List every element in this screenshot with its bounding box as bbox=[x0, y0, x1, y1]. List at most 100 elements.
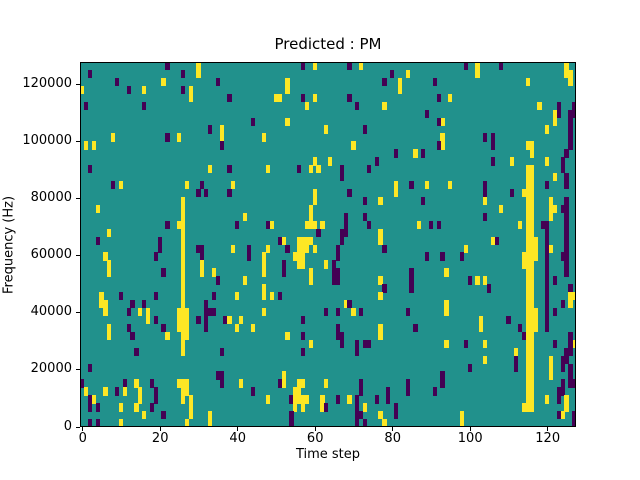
heatmap-cell bbox=[180, 379, 186, 388]
y-tick-label: 60000 bbox=[30, 247, 72, 263]
heatmap-cell bbox=[529, 347, 534, 356]
heatmap-cell bbox=[537, 101, 542, 110]
heatmap-cell bbox=[180, 284, 186, 293]
heatmap-cell bbox=[560, 252, 565, 261]
heatmap-cell bbox=[545, 292, 550, 301]
heatmap-cell bbox=[161, 411, 166, 420]
heatmap-cell bbox=[231, 244, 236, 253]
heatmap-cell bbox=[475, 62, 480, 71]
heatmap-cell bbox=[304, 101, 310, 110]
x-tick-label: 60 bbox=[306, 431, 324, 446]
heatmap-cell bbox=[564, 244, 569, 253]
heatmap-cell bbox=[545, 307, 550, 317]
heatmap-cell bbox=[568, 284, 573, 293]
y-tick-label: 0 bbox=[63, 418, 72, 434]
heatmap-cell bbox=[572, 379, 576, 388]
heatmap-cell bbox=[176, 323, 182, 333]
heatmap-cell bbox=[339, 236, 344, 245]
heatmap-cell bbox=[277, 379, 282, 388]
heatmap-cell bbox=[118, 181, 124, 190]
heatmap-cell bbox=[103, 387, 108, 396]
heatmap-cell bbox=[568, 300, 573, 309]
heatmap-cell bbox=[362, 339, 368, 349]
heatmap-cell bbox=[386, 395, 391, 404]
heatmap-cell bbox=[114, 77, 120, 87]
heatmap-cell bbox=[436, 117, 441, 126]
heatmap-cell bbox=[180, 260, 186, 269]
heatmap-cell bbox=[320, 395, 325, 404]
heatmap-cell bbox=[529, 252, 534, 261]
heatmap-cell bbox=[564, 212, 569, 222]
heatmap-cell bbox=[424, 252, 430, 261]
heatmap-cell bbox=[568, 371, 573, 380]
heatmap-cell bbox=[142, 300, 147, 309]
heatmap-cell bbox=[529, 204, 534, 214]
heatmap-cell bbox=[231, 181, 236, 190]
heatmap-cell bbox=[289, 419, 294, 427]
heatmap-cell bbox=[180, 204, 186, 214]
heatmap-cell bbox=[463, 62, 468, 71]
heatmap-cell bbox=[548, 196, 554, 206]
heatmap-cell bbox=[320, 220, 325, 230]
heatmap-cell bbox=[424, 109, 430, 118]
heatmap-cell bbox=[486, 284, 492, 293]
heatmap-cell bbox=[238, 315, 244, 325]
heatmap-cell bbox=[525, 300, 530, 309]
heatmap-cell bbox=[95, 419, 100, 427]
heatmap-cell bbox=[297, 252, 302, 261]
heatmap-cell bbox=[343, 220, 348, 230]
heatmap-cell bbox=[545, 244, 550, 253]
heatmap-cell bbox=[568, 331, 573, 341]
heatmap-cell bbox=[145, 307, 151, 317]
heatmap-cell bbox=[483, 196, 488, 206]
heatmap-cell bbox=[521, 331, 527, 341]
heatmap-cell bbox=[545, 323, 550, 333]
heatmap-cell bbox=[180, 212, 186, 222]
heatmap-cell bbox=[300, 331, 306, 341]
heatmap-cell bbox=[227, 188, 232, 198]
x-tick-mark bbox=[392, 427, 394, 431]
heatmap-cell bbox=[409, 284, 414, 293]
heatmap-cell bbox=[545, 220, 550, 230]
heatmap-cell bbox=[514, 347, 519, 356]
heatmap-cell bbox=[529, 284, 534, 293]
heatmap-cell bbox=[545, 252, 550, 261]
heatmap-cell bbox=[142, 85, 147, 95]
heatmap-cell bbox=[300, 93, 306, 103]
heatmap-cell bbox=[95, 403, 100, 412]
heatmap-cell bbox=[165, 62, 170, 71]
heatmap-cell bbox=[529, 387, 534, 396]
heatmap-cell bbox=[335, 244, 341, 253]
heatmap-cell bbox=[440, 252, 445, 261]
heatmap-cell bbox=[533, 307, 538, 317]
heatmap-cell bbox=[525, 77, 530, 87]
heatmap-cell bbox=[440, 141, 445, 150]
heatmap-cell bbox=[564, 252, 569, 261]
heatmap-cell bbox=[196, 188, 201, 198]
heatmap-cell bbox=[188, 411, 193, 420]
heatmap-cell bbox=[529, 141, 534, 150]
heatmap-cell bbox=[184, 379, 189, 388]
heatmap-cell bbox=[308, 212, 313, 222]
heatmap-cell bbox=[308, 220, 313, 230]
heatmap-cell bbox=[180, 220, 186, 230]
heatmap-cell bbox=[564, 69, 569, 79]
heatmap-cell bbox=[355, 101, 360, 110]
x-tick-mark bbox=[469, 427, 471, 431]
heatmap-cell bbox=[525, 220, 530, 230]
heatmap-cell bbox=[568, 347, 573, 356]
heatmap-cell bbox=[308, 165, 313, 174]
heatmap-cell bbox=[525, 363, 530, 372]
heatmap-cell bbox=[184, 419, 189, 427]
heatmap-cell bbox=[103, 300, 108, 309]
heatmap-cell bbox=[266, 165, 271, 174]
heatmap-cell bbox=[207, 307, 213, 317]
heatmap-cell bbox=[525, 204, 530, 214]
heatmap-cell bbox=[564, 260, 569, 269]
heatmap-cell bbox=[300, 379, 306, 388]
heatmap-cell bbox=[494, 236, 499, 245]
heatmap-cell bbox=[552, 276, 558, 285]
heatmap-cell bbox=[250, 323, 255, 333]
heatmap-cell bbox=[180, 236, 186, 245]
heatmap-cell bbox=[184, 181, 189, 190]
